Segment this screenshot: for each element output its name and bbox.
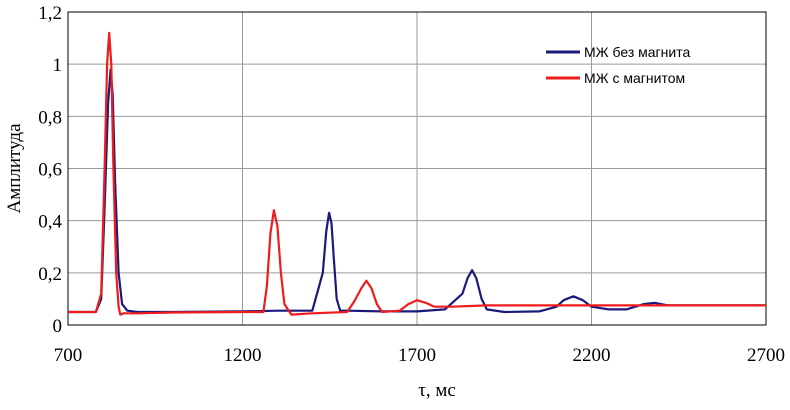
plot-frame [67,11,767,326]
x-tick-label: 2700 [747,345,785,366]
x-axis-label: τ, мс [418,380,456,401]
legend: МЖ без магнита МЖ с магнитом [546,44,690,86]
series-layer [68,31,766,316]
series-line-2 [68,31,766,316]
y-tick-label: 0 [53,316,63,337]
x-tick-label: 1700 [398,345,436,366]
legend-label: МЖ с магнитом [584,70,685,86]
grid [68,12,766,325]
x-tick-label: 2200 [573,345,611,366]
y-tick-label: 0,2 [38,264,62,285]
y-axis-label: Амплитуда [4,123,25,214]
x-tick-label: 700 [54,345,83,366]
tick-labels: 700 1200 1700 2200 2700 0 0,2 0,4 0,6 0,8 1 1,2 [38,3,785,366]
legend-label: МЖ без магнита [584,44,690,60]
y-tick-label: 0,4 [38,212,62,233]
y-tick-label: 1,2 [38,3,62,24]
y-tick-label: 0,6 [38,160,62,181]
series-line-1 [68,68,766,314]
y-tick-label: 0,8 [38,107,62,128]
x-tick-label: 1200 [224,345,262,366]
y-tick-label: 1 [53,55,63,76]
